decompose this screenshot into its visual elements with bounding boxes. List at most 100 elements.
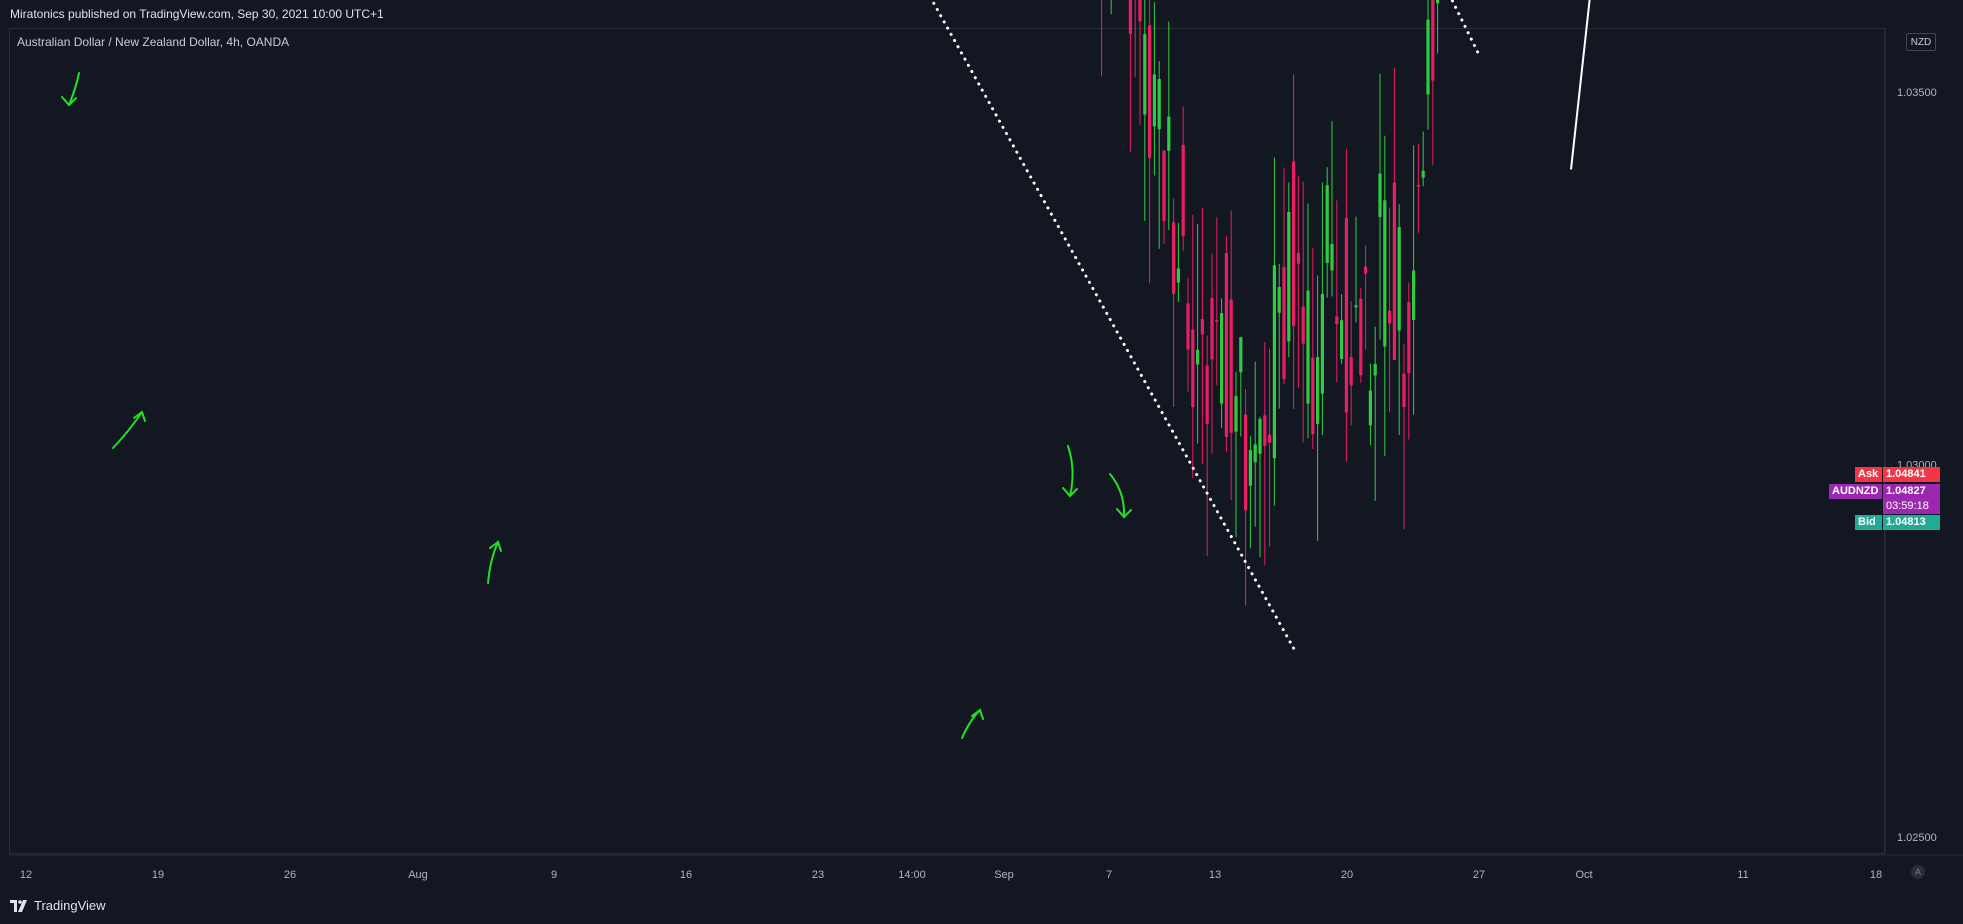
candle-body [1407, 302, 1411, 374]
candle-body [1373, 364, 1377, 376]
candle-body [1292, 161, 1296, 327]
candle-body [1176, 268, 1180, 283]
candle [1416, 143, 1420, 233]
candle-body [1344, 218, 1348, 413]
candle-body [1220, 313, 1224, 404]
candle-body [1320, 293, 1324, 394]
candle [1426, 0, 1430, 130]
candle-body [1378, 173, 1382, 217]
candle-body [1421, 170, 1425, 178]
candle [1306, 203, 1310, 439]
green-arrow-head [61, 96, 77, 107]
tradingview-logo-icon [10, 899, 27, 912]
candle [1340, 294, 1344, 365]
candle-body [1368, 390, 1372, 426]
symbol-title: Australian Dollar / New Zealand Dollar, … [17, 35, 290, 49]
candle [1407, 282, 1411, 440]
candle-body [1316, 357, 1320, 424]
candle [1215, 217, 1219, 386]
candle-body [1172, 222, 1176, 294]
candle-body [1282, 267, 1286, 380]
candle-body [1181, 144, 1185, 237]
candle [1157, 61, 1161, 249]
green-annotation-arrow [1109, 473, 1126, 518]
candle-body [1162, 150, 1166, 222]
candle-body [1397, 227, 1401, 331]
green-arrow-head [1062, 487, 1078, 498]
currency-button[interactable]: NZD [1906, 33, 1936, 51]
candle-body [1383, 200, 1387, 347]
candle-body [1287, 212, 1291, 342]
candle [1258, 416, 1262, 558]
candle [1138, 0, 1142, 125]
candles-layer [1101, 0, 1440, 606]
candle-body [1354, 305, 1358, 308]
green-annotation-arrow [487, 541, 499, 584]
candle [1421, 131, 1425, 187]
green-arrow-head [971, 708, 984, 720]
time-tick-label: Sep [994, 869, 1014, 881]
candle-body [1359, 298, 1363, 376]
candle [1224, 235, 1228, 452]
candle [1364, 245, 1368, 350]
candle [1287, 182, 1291, 358]
candle [1220, 298, 1224, 429]
candle [1325, 167, 1329, 298]
candle-body [1128, 0, 1132, 34]
candle [1277, 263, 1281, 409]
green-annotation-arrow [68, 72, 80, 106]
candle [1167, 21, 1171, 230]
green-arrow-head [1116, 508, 1132, 519]
candle [1431, 0, 1435, 165]
footer-logo[interactable]: TradingView [10, 898, 106, 913]
candle [1128, 0, 1132, 152]
candle [1181, 106, 1185, 251]
candle-body [1248, 450, 1252, 486]
time-tick-label: 18 [1870, 869, 1882, 881]
candle [1292, 74, 1296, 409]
candle [1330, 121, 1334, 297]
time-tick-label: Aug [408, 869, 428, 881]
auto-scale-button[interactable]: A [1911, 865, 1925, 879]
candle-body [1340, 320, 1344, 360]
candle [1196, 224, 1200, 444]
candle [1378, 73, 1382, 340]
candle [1349, 301, 1353, 426]
green-annotation-arrow [1067, 445, 1074, 497]
trendlines-layer [930, 0, 1591, 653]
candle [1148, 0, 1152, 284]
footer-logo-text: TradingView [34, 898, 106, 913]
candle [1152, 2, 1156, 176]
candle [1101, 0, 1103, 77]
time-axis: 12 19 26 Aug 9 16 23 14:00 Sep 7 13 20 27 Oct 11 18 [9, 854, 1963, 881]
candle [1392, 68, 1396, 361]
candle-body [1196, 349, 1200, 365]
bid-label-tag: Bid [1855, 515, 1882, 530]
candle [1143, 0, 1147, 221]
candle [1272, 157, 1276, 506]
candle-body [1138, 0, 1142, 22]
candle-body [1186, 303, 1190, 350]
price-tick-label: 1.02500 [1897, 832, 1937, 844]
time-tick-label: 20 [1341, 869, 1353, 881]
candle-body [1412, 270, 1416, 321]
candle [1205, 335, 1209, 556]
candle [1368, 363, 1372, 446]
candle-body [1148, 25, 1152, 159]
candle [1210, 253, 1214, 454]
candle-body [1330, 243, 1334, 271]
last-price-tag: 1.04827 [1883, 484, 1940, 499]
candle-body [1234, 396, 1238, 432]
candle-body [1272, 265, 1276, 459]
candle-body [1258, 418, 1262, 454]
ask-label-tag: Ask [1855, 467, 1882, 482]
candle-body [1301, 306, 1305, 344]
candle-body [1364, 266, 1368, 274]
candle [1234, 371, 1238, 538]
price-axis: 1.025001.030001.035001.040001.045001.050… [1884, 28, 1937, 855]
candle [1301, 181, 1305, 443]
candle [1311, 248, 1315, 450]
candle-body [1277, 286, 1281, 313]
time-tick-label: 14:00 [898, 869, 926, 881]
